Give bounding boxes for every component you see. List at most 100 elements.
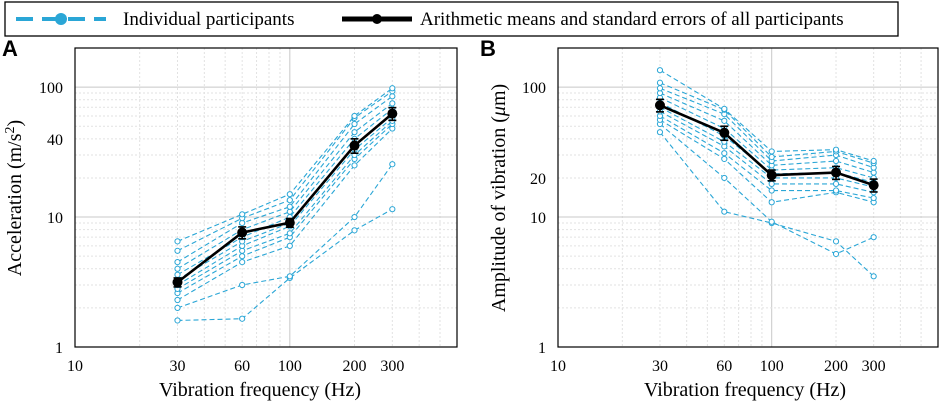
individual-point (832, 250, 840, 258)
panel-a-y-tick-label: 1 (55, 340, 63, 357)
individual-point (351, 112, 358, 120)
panel-a-y-tick-label: 40 (47, 132, 63, 149)
panel-b-x-tick-label: 300 (862, 358, 886, 375)
panel-a-mean-series (172, 106, 398, 288)
panel-a-x-axis-label: Vibration frequency (Hz) (159, 379, 361, 401)
mean-point (654, 100, 665, 111)
individual-line (177, 95, 393, 263)
legend-individual-swatch (16, 13, 106, 25)
individual-point (174, 238, 181, 245)
panel-b-x-tick-label: 200 (824, 358, 848, 375)
individual-point (870, 157, 877, 165)
panel-b-y-tick-label: 10 (530, 210, 546, 227)
panel-a-y-tick-label: 100 (39, 80, 63, 97)
individual-point (174, 265, 181, 272)
individual-line (659, 92, 874, 174)
panel-b-individual-p2 (656, 120, 877, 258)
panel-a-individual-p5 (174, 117, 396, 292)
legend-individual-marker (55, 13, 67, 25)
panel-b-y-tick-label: 20 (530, 171, 546, 188)
individual-point (768, 199, 775, 206)
panel-a-y-axis-label-sup: 2 (3, 126, 18, 133)
mean-point (868, 180, 879, 191)
individual-point (351, 213, 358, 221)
individual-point (239, 253, 246, 260)
individual-point (174, 317, 181, 324)
individual-point (286, 242, 293, 249)
panel-b-letter: B (480, 36, 496, 61)
individual-point (174, 259, 181, 266)
panel-b-x-axis-label: Vibration frequency (Hz) (644, 379, 846, 401)
panel-a-y-ticks: 1 10 40 100 (39, 80, 63, 357)
individual-point (389, 161, 396, 168)
individual-point (174, 304, 181, 311)
individual-point (656, 79, 664, 86)
individual-point (832, 238, 840, 245)
panel-a-individual-p8 (174, 105, 396, 278)
individual-point (351, 162, 358, 169)
legend-mean-swatch (342, 14, 412, 24)
individual-point (656, 85, 664, 92)
panel-b-x-tick-label: 100 (760, 358, 784, 375)
panel-b-y-tick-label: 1 (538, 340, 546, 357)
panel-b-x-tick-label: 10 (550, 358, 566, 375)
panel-b-individual-p9 (656, 89, 877, 176)
individual-point (239, 211, 246, 218)
panel-b-y-axis-label: Amplitude of vibration (μm) (488, 84, 510, 312)
individual-line (177, 120, 393, 290)
panel-b-frame (557, 47, 939, 348)
panel-b-y-axis-label-tail: m) (488, 84, 510, 106)
individual-point (351, 129, 358, 136)
individual-point (721, 150, 728, 157)
mean-line (659, 104, 875, 187)
individual-point (832, 180, 840, 187)
panel-a-x-ticks: 10 30 60 100 200 300 (67, 358, 404, 375)
individual-point (389, 100, 396, 107)
panel-a-individual-p3 (174, 125, 396, 304)
individual-point (870, 234, 877, 241)
individual-line (177, 87, 393, 242)
panel-a-x-tick-label: 300 (380, 358, 404, 375)
individual-point (870, 273, 877, 280)
panel-a-frame (74, 47, 458, 348)
panel-a-x-tick-label: 30 (169, 358, 185, 375)
panel-a-y-axis-label: Acceleration (m/s2) (3, 120, 27, 276)
panel-a-letter: A (2, 36, 18, 61)
individual-point (239, 281, 246, 289)
individual-point (286, 203, 293, 210)
individual-point (832, 157, 840, 165)
panel-b-mean-series (654, 98, 879, 193)
individual-point (768, 153, 775, 161)
individual-point (656, 67, 664, 74)
individual-line (177, 123, 393, 294)
panel-a-individual-p12 (174, 85, 396, 245)
individual-point (389, 206, 396, 213)
legend: Individual participants Arithmetic means… (4, 1, 899, 37)
legend-mean-label: Arithmetic means and standard errors of … (420, 9, 844, 30)
individual-point (656, 129, 664, 136)
individual-line (177, 108, 393, 276)
mean-point (719, 127, 730, 138)
individual-point (768, 187, 775, 194)
panel-a-individual-p10 (174, 93, 396, 266)
mean-point (349, 140, 360, 151)
individual-line (177, 117, 393, 286)
individual-point (174, 296, 181, 304)
panel-b-y-tick-label: 100 (522, 80, 546, 97)
individual-point (832, 146, 840, 153)
panel-b-grid (558, 48, 938, 347)
panel-b-individual-p12 (656, 67, 877, 165)
panel-b-y-axis-label-main: Amplitude of vibration ( (488, 116, 510, 312)
individual-point (389, 85, 396, 92)
individual-point (870, 194, 877, 202)
panel-b-x-ticks: 10 30 60 100 200 300 (550, 358, 886, 375)
individual-point (721, 105, 728, 112)
mean-point (237, 227, 248, 238)
individual-point (721, 174, 728, 182)
mean-point (766, 170, 777, 181)
panel-a-y-tick-label: 10 (47, 210, 63, 227)
panel-b-x-tick-label: 60 (716, 358, 732, 375)
individual-line (177, 128, 393, 301)
individual-point (174, 271, 181, 278)
individual-line (659, 97, 874, 179)
